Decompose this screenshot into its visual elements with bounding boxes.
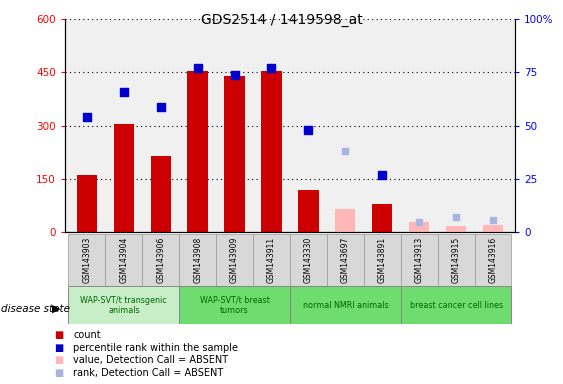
Text: normal NMRI animals: normal NMRI animals: [302, 301, 388, 310]
Text: WAP-SVT/t transgenic
animals: WAP-SVT/t transgenic animals: [81, 296, 167, 315]
Bar: [179, 234, 216, 286]
Bar: [409, 222, 430, 232]
Bar: [253, 234, 290, 286]
Point: [156, 104, 165, 110]
Bar: [179, 286, 290, 324]
Text: GSM143911: GSM143911: [267, 237, 276, 283]
Text: GSM143909: GSM143909: [230, 237, 239, 283]
Bar: [483, 225, 503, 232]
Text: count: count: [73, 330, 101, 340]
Point: [489, 217, 498, 223]
Bar: [372, 204, 392, 232]
Bar: [142, 234, 179, 286]
Bar: [216, 234, 253, 286]
Text: GSM143891: GSM143891: [378, 237, 387, 283]
Text: rank, Detection Call = ABSENT: rank, Detection Call = ABSENT: [73, 368, 224, 378]
Text: GSM143904: GSM143904: [119, 237, 128, 283]
Text: ▶: ▶: [52, 304, 60, 314]
Text: breast cancer cell lines: breast cancer cell lines: [409, 301, 503, 310]
Text: GSM143903: GSM143903: [82, 237, 91, 283]
Text: GSM143697: GSM143697: [341, 237, 350, 283]
Bar: [261, 71, 282, 232]
Text: ■: ■: [55, 343, 64, 353]
Bar: [437, 234, 475, 286]
Point: [230, 71, 239, 78]
Point: [82, 114, 91, 120]
Text: value, Detection Call = ABSENT: value, Detection Call = ABSENT: [73, 355, 229, 365]
Point: [378, 172, 387, 178]
Bar: [446, 226, 466, 232]
Text: ■: ■: [55, 368, 64, 378]
Bar: [114, 124, 134, 232]
Bar: [327, 234, 364, 286]
Text: WAP-SVT/t breast
tumors: WAP-SVT/t breast tumors: [200, 296, 270, 315]
Text: GSM143916: GSM143916: [489, 237, 498, 283]
Bar: [187, 71, 208, 232]
Point: [341, 148, 350, 154]
Bar: [77, 175, 97, 232]
Point: [119, 89, 128, 95]
Bar: [401, 286, 511, 324]
Text: GSM143915: GSM143915: [452, 237, 461, 283]
Point: [304, 127, 313, 133]
Bar: [290, 234, 327, 286]
Text: percentile rank within the sample: percentile rank within the sample: [73, 343, 238, 353]
Text: GSM143330: GSM143330: [304, 237, 313, 283]
Bar: [401, 234, 437, 286]
Bar: [475, 234, 511, 286]
Bar: [225, 76, 245, 232]
Point: [415, 218, 424, 225]
Bar: [298, 190, 319, 232]
Text: GSM143906: GSM143906: [156, 237, 165, 283]
Text: ■: ■: [55, 330, 64, 340]
Text: GSM143908: GSM143908: [193, 237, 202, 283]
Text: GDS2514 / 1419598_at: GDS2514 / 1419598_at: [200, 13, 363, 27]
Bar: [335, 209, 355, 232]
Bar: [105, 234, 142, 286]
Point: [193, 65, 202, 71]
Bar: [364, 234, 401, 286]
Text: ■: ■: [55, 355, 64, 365]
Bar: [69, 286, 179, 324]
Text: disease state: disease state: [1, 304, 70, 314]
Text: GSM143913: GSM143913: [415, 237, 424, 283]
Point: [267, 65, 276, 71]
Bar: [290, 286, 401, 324]
Point: [452, 214, 461, 220]
Bar: [150, 156, 171, 232]
Bar: [69, 234, 105, 286]
